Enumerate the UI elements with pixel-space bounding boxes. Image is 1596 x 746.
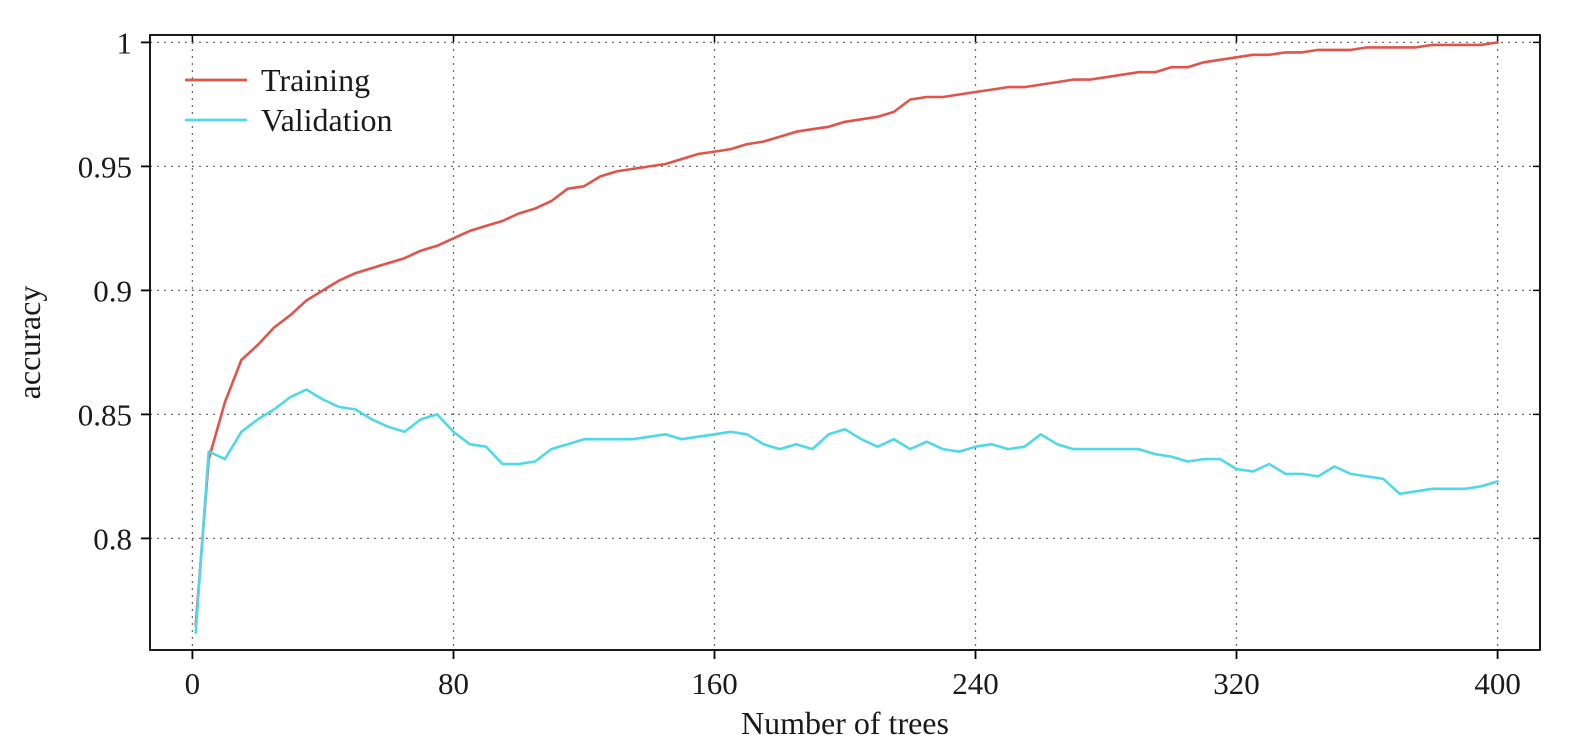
x-tick-label: 400: [1474, 666, 1521, 701]
y-tick-label: 0.9: [93, 273, 132, 308]
y-tick-label: 1: [117, 25, 133, 60]
x-axis-label: Number of trees: [741, 705, 949, 741]
series-line-validation: [194, 388, 1499, 634]
legend-label-training: Training: [261, 62, 370, 98]
x-tick-label: 320: [1213, 666, 1260, 701]
x-tick-label: 240: [952, 666, 999, 701]
y-axis-label: accuracy: [11, 286, 47, 400]
legend-label-validation: Validation: [261, 102, 393, 138]
x-tick-label: 160: [691, 666, 738, 701]
x-tick-label: 80: [438, 666, 469, 701]
y-tick-label: 0.8: [93, 521, 132, 556]
y-tick-label: 0.85: [78, 397, 132, 432]
y-tick-label: 0.95: [78, 149, 132, 184]
x-tick-label: 0: [185, 666, 201, 701]
plot-frame: [149, 34, 1541, 651]
series-line-training: [194, 41, 1499, 627]
